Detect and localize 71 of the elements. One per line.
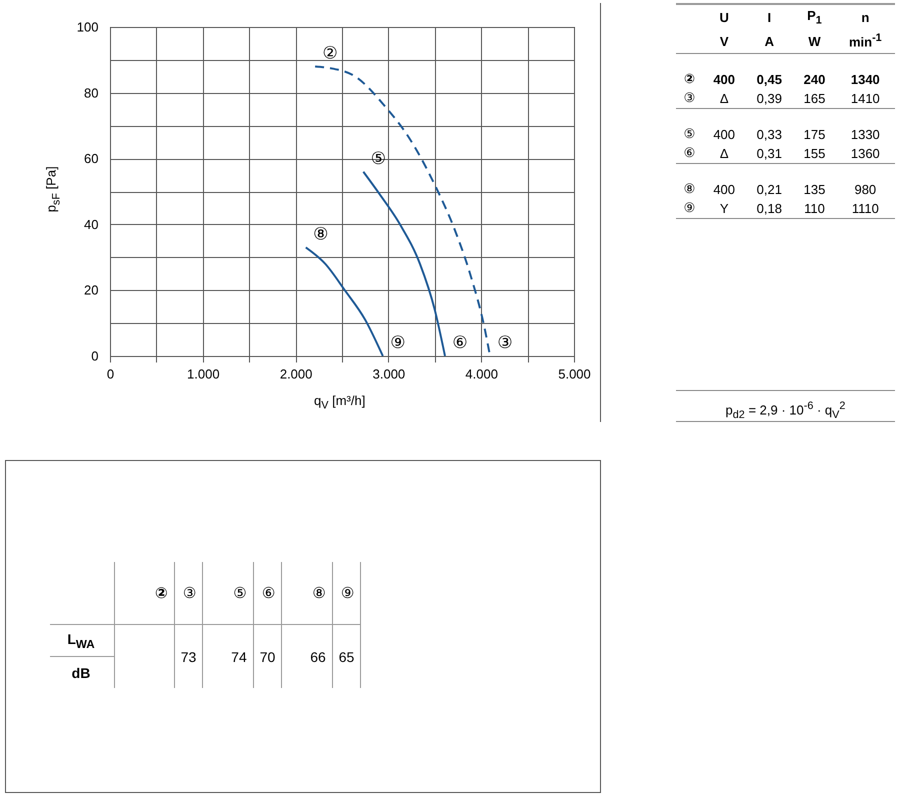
text: 70 <box>253 624 282 688</box>
text: 240 <box>802 71 826 89</box>
y-tick-label: 40 <box>84 216 98 232</box>
x-axis-title: q$_{V}$ [m³/h] <box>314 393 366 412</box>
text: ② <box>114 562 174 624</box>
text: ③ <box>174 562 203 624</box>
text: P$_{1}$ <box>793 4 836 29</box>
text: ⑧ <box>282 562 332 624</box>
x-tick-label: 2.000 <box>280 366 312 382</box>
text: 165 <box>793 89 836 108</box>
text: 0,45 <box>756 71 783 89</box>
x-tick-label: 5.000 <box>558 366 591 382</box>
text: Δ <box>703 144 746 164</box>
text: ⑥ <box>253 562 282 624</box>
text: ⑨ <box>332 562 361 624</box>
text: V <box>703 29 746 54</box>
x-tick-label: 3.000 <box>372 366 406 382</box>
text: ⑧ <box>682 181 696 199</box>
text: 175 <box>802 126 826 144</box>
text: U <box>703 4 746 29</box>
text: L$_{WA}$ <box>50 624 114 656</box>
y-tick-label: 0 <box>91 348 98 364</box>
y-tick-label: 60 <box>84 151 98 166</box>
x-tick-label: 1.000 <box>187 366 220 382</box>
text: W <box>793 29 836 54</box>
x-tick-label: 4.000 <box>465 366 498 382</box>
text: 1340 <box>850 71 881 89</box>
text: 1410 <box>836 89 895 108</box>
text: 1110 <box>836 199 895 218</box>
text: ⑤ <box>682 126 696 144</box>
y-tick-label: 80 <box>84 85 98 100</box>
text: 400 <box>712 71 736 89</box>
text: 155 <box>793 144 836 164</box>
text: 66 <box>282 624 332 688</box>
text: ⑥ <box>676 144 703 164</box>
text: 400 <box>712 126 736 144</box>
annotation: ② <box>322 43 338 64</box>
x-tick-label: 0 <box>106 366 114 382</box>
text: A <box>745 29 794 54</box>
line-series <box>304 246 384 357</box>
text: 135 <box>802 181 826 199</box>
text: Δ <box>703 89 746 108</box>
annotation: ⑨ <box>390 333 406 353</box>
text: 0,18 <box>745 199 794 218</box>
text: 400 <box>712 181 736 199</box>
text: 110 <box>793 199 836 218</box>
text: Y <box>703 199 746 218</box>
annotation: ⑥ <box>452 333 468 353</box>
text: ⑤ <box>202 562 254 624</box>
text: I <box>745 4 794 29</box>
annotation: ③ <box>497 333 513 353</box>
y-tick-label: 20 <box>84 282 98 298</box>
text: 0,31 <box>745 144 794 164</box>
text: ③ <box>676 89 703 108</box>
text: 1360 <box>836 144 895 164</box>
text: 0,39 <box>745 89 794 108</box>
text: n <box>836 4 895 29</box>
text: 74 <box>202 624 254 688</box>
text: 0,21 <box>756 181 783 199</box>
text: ② <box>682 71 696 89</box>
text: 980 <box>853 181 878 199</box>
y-tick-label: 100 <box>76 20 98 34</box>
text: ⑨ <box>676 199 703 218</box>
text: dB <box>50 656 114 688</box>
text: min$^{-1}$ <box>836 29 895 54</box>
annotation: ⑧ <box>313 224 328 244</box>
text: 1330 <box>850 126 881 144</box>
text: 65 <box>332 624 361 688</box>
text: 73 <box>174 624 203 688</box>
text: 0,33 <box>756 126 783 144</box>
line-series <box>362 170 446 357</box>
